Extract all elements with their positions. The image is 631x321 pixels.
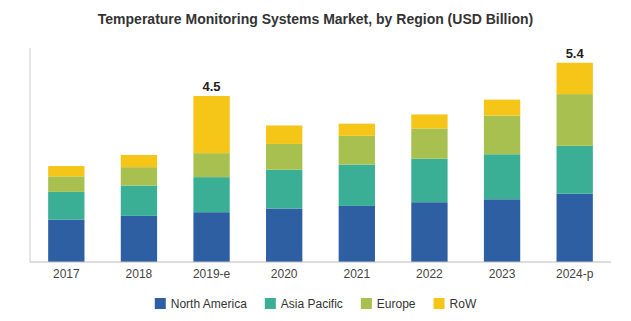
bar-segment: [339, 124, 375, 136]
x-tick-label: 2023: [489, 267, 516, 281]
legend-swatch: [265, 298, 276, 309]
bar-segment: [484, 154, 520, 199]
bars: [48, 63, 593, 262]
bar-segment: [121, 216, 157, 262]
x-tick-label: 2024-p: [556, 267, 594, 281]
title: Temperature Monitoring Systems Market, b…: [98, 11, 533, 27]
bar-segment: [193, 153, 229, 177]
bar-segment: [193, 96, 229, 153]
bar-segment: [557, 63, 593, 94]
legend-item: Europe: [361, 297, 416, 311]
legend-item: RoW: [434, 297, 477, 311]
bar-segment: [484, 199, 520, 262]
bar-segment: [484, 116, 520, 155]
legend-label: North America: [171, 297, 247, 311]
legend-item: North America: [155, 297, 247, 311]
bar-segment: [48, 176, 84, 191]
x-axis-line: [30, 262, 611, 263]
annotation: 4.5: [203, 79, 221, 94]
y-axis-line: [30, 48, 31, 262]
bar-segment: [266, 209, 302, 263]
bar-segment: [557, 146, 593, 194]
bar-segment: [411, 202, 447, 262]
bar-segment: [484, 100, 520, 116]
legend: North America Asia Pacific Europe RoW: [155, 297, 477, 311]
bar-segment: [339, 136, 375, 165]
bar-segment: [411, 114, 447, 128]
bar-segment: [121, 186, 157, 216]
bar-segment: [557, 94, 593, 146]
x-tick-label: 2019-e: [193, 267, 231, 281]
x-tick-label: 2017: [53, 267, 80, 281]
bar-segment: [266, 144, 302, 170]
x-tick-label: 2021: [343, 267, 370, 281]
bar-segment: [121, 155, 157, 167]
x-tick-label: 2020: [271, 267, 298, 281]
bar-segment: [266, 125, 302, 143]
bar-segment: [48, 220, 84, 262]
bar-segment: [48, 166, 84, 176]
annotation: 5.4: [566, 46, 585, 61]
bar-segment: [193, 212, 229, 262]
legend-label: Asia Pacific: [281, 297, 343, 311]
bar-segment: [48, 192, 84, 220]
chart: Temperature Monitoring Systems Market, b…: [0, 0, 631, 321]
bar-segment: [339, 206, 375, 262]
legend-label: RoW: [450, 297, 477, 311]
bar-segment: [411, 159, 447, 203]
legend-swatch: [155, 298, 166, 309]
x-tick-label: 2018: [126, 267, 153, 281]
bar-segment: [411, 128, 447, 158]
x-tick-label: 2022: [416, 267, 443, 281]
bar-segment: [339, 165, 375, 206]
bar-segment: [266, 170, 302, 209]
bar-segment: [557, 194, 593, 262]
legend-label: Europe: [377, 297, 416, 311]
legend-swatch: [434, 298, 445, 309]
legend-swatch: [361, 298, 372, 309]
legend-item: Asia Pacific: [265, 297, 343, 311]
bar-segment: [121, 167, 157, 185]
bar-segment: [193, 177, 229, 212]
